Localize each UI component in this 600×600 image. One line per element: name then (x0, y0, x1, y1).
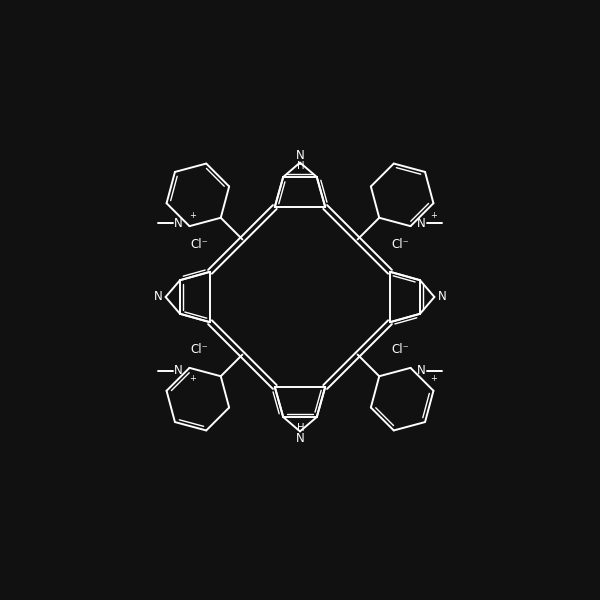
Text: H: H (297, 424, 304, 433)
Text: N: N (174, 217, 183, 230)
Text: N: N (154, 290, 162, 304)
Text: N: N (417, 217, 426, 230)
Text: Cl⁻: Cl⁻ (190, 343, 208, 356)
Text: N: N (438, 290, 446, 304)
Text: +: + (189, 211, 196, 220)
Text: Cl⁻: Cl⁻ (392, 238, 410, 251)
Text: N: N (417, 364, 426, 377)
Text: H: H (297, 161, 304, 170)
Text: +: + (430, 374, 437, 383)
Text: N: N (296, 432, 305, 445)
Text: Cl⁻: Cl⁻ (392, 343, 410, 356)
Text: +: + (430, 211, 437, 220)
Text: N: N (296, 149, 305, 162)
Text: N: N (174, 364, 183, 377)
Text: +: + (189, 374, 196, 383)
Text: Cl⁻: Cl⁻ (190, 238, 208, 251)
